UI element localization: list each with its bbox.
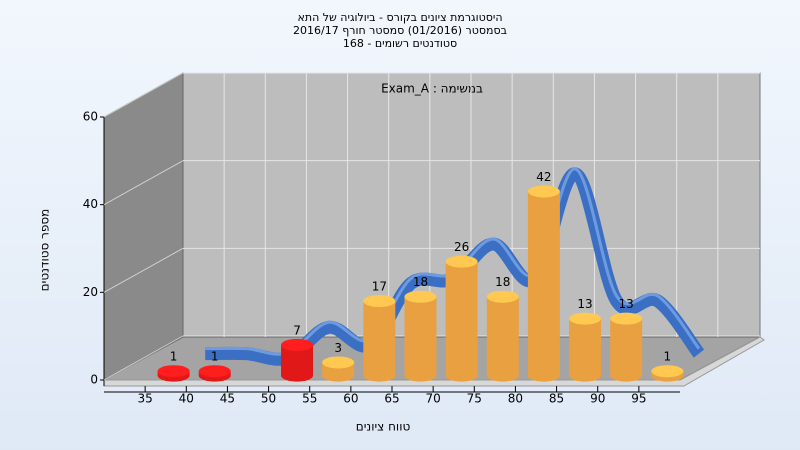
bar-value-label: 1 (664, 350, 672, 364)
x-tick-label: 40 (179, 392, 194, 406)
bar (445, 255, 478, 382)
bar-body (527, 191, 560, 382)
bar (198, 365, 231, 382)
bar-body (445, 261, 478, 382)
x-tick-label: 45 (220, 392, 235, 406)
bar (157, 365, 190, 382)
left-wall (103, 72, 184, 381)
bar (404, 290, 437, 382)
grid-line (103, 72, 184, 118)
bar-body (363, 301, 396, 382)
x-tick-label: 50 (261, 392, 276, 406)
bar-top (486, 290, 519, 303)
bar (651, 365, 684, 382)
grid-line (103, 247, 184, 293)
grid-line (103, 335, 184, 381)
bar-top (404, 290, 437, 303)
y-tick-label: 0 (90, 373, 98, 387)
bar-top (527, 185, 560, 198)
x-tick-label: 60 (343, 392, 358, 406)
x-tick-label: 80 (508, 392, 523, 406)
x-tick-label: 70 (426, 392, 441, 406)
bar-value-label: 18 (413, 275, 428, 289)
y-tick-label: 40 (83, 197, 98, 211)
bar-top (610, 312, 643, 325)
bar-body (569, 318, 602, 382)
bar-value-label: 13 (577, 297, 592, 311)
bar (486, 290, 519, 382)
bar-body (404, 296, 437, 382)
bar-value-label: 7 (293, 323, 301, 337)
bar-body (486, 296, 519, 382)
x-tick-label: 90 (590, 392, 605, 406)
x-tick-label: 75 (467, 392, 482, 406)
bar-top (281, 338, 314, 351)
bar-value-label: 18 (495, 275, 510, 289)
bar (363, 295, 396, 382)
bar-top (363, 295, 396, 308)
x-tick-label: 95 (631, 392, 646, 406)
bar (281, 338, 314, 382)
x-tick-label: 55 (302, 392, 317, 406)
bar-top (198, 365, 231, 378)
bar (322, 356, 355, 382)
bar-top (569, 312, 602, 325)
bar-value-label: 3 (334, 341, 342, 355)
bar-value-label: 1 (170, 350, 178, 364)
bar (569, 312, 602, 382)
grid-line (103, 160, 184, 206)
bar-top (322, 356, 355, 369)
x-tick-label: 35 (138, 392, 153, 406)
y-tick-label: 60 (83, 110, 98, 124)
bar-value-label: 17 (372, 280, 387, 294)
title-line: היסטוגרמת ציונים בקורס - ביולוגיה של התא (297, 11, 502, 24)
x-axis-label: טווח ציונים (356, 420, 411, 434)
bar-value-label: 1 (211, 350, 219, 364)
bar-value-label: 13 (619, 297, 634, 311)
bar-top (651, 365, 684, 378)
x-tick-label: 65 (384, 392, 399, 406)
y-tick-label: 20 (83, 285, 98, 299)
bar-body (281, 344, 314, 382)
bar-value-label: 26 (454, 240, 469, 254)
bar (527, 185, 560, 382)
bar-body (610, 318, 643, 382)
annotation: Exam_A : במשימה (381, 82, 483, 96)
title-line: סטודנטים רשומים - 168 (343, 37, 457, 50)
title-line: בסמסטר (01/2016) סמסטר חורף 2016/17 (293, 24, 507, 37)
bar (610, 312, 643, 382)
x-tick-label: 85 (549, 392, 564, 406)
bar-value-label: 42 (536, 170, 551, 184)
bar-top (157, 365, 190, 378)
bar-top (445, 255, 478, 268)
y-axis-label: מספר סטודנטים (38, 209, 52, 292)
